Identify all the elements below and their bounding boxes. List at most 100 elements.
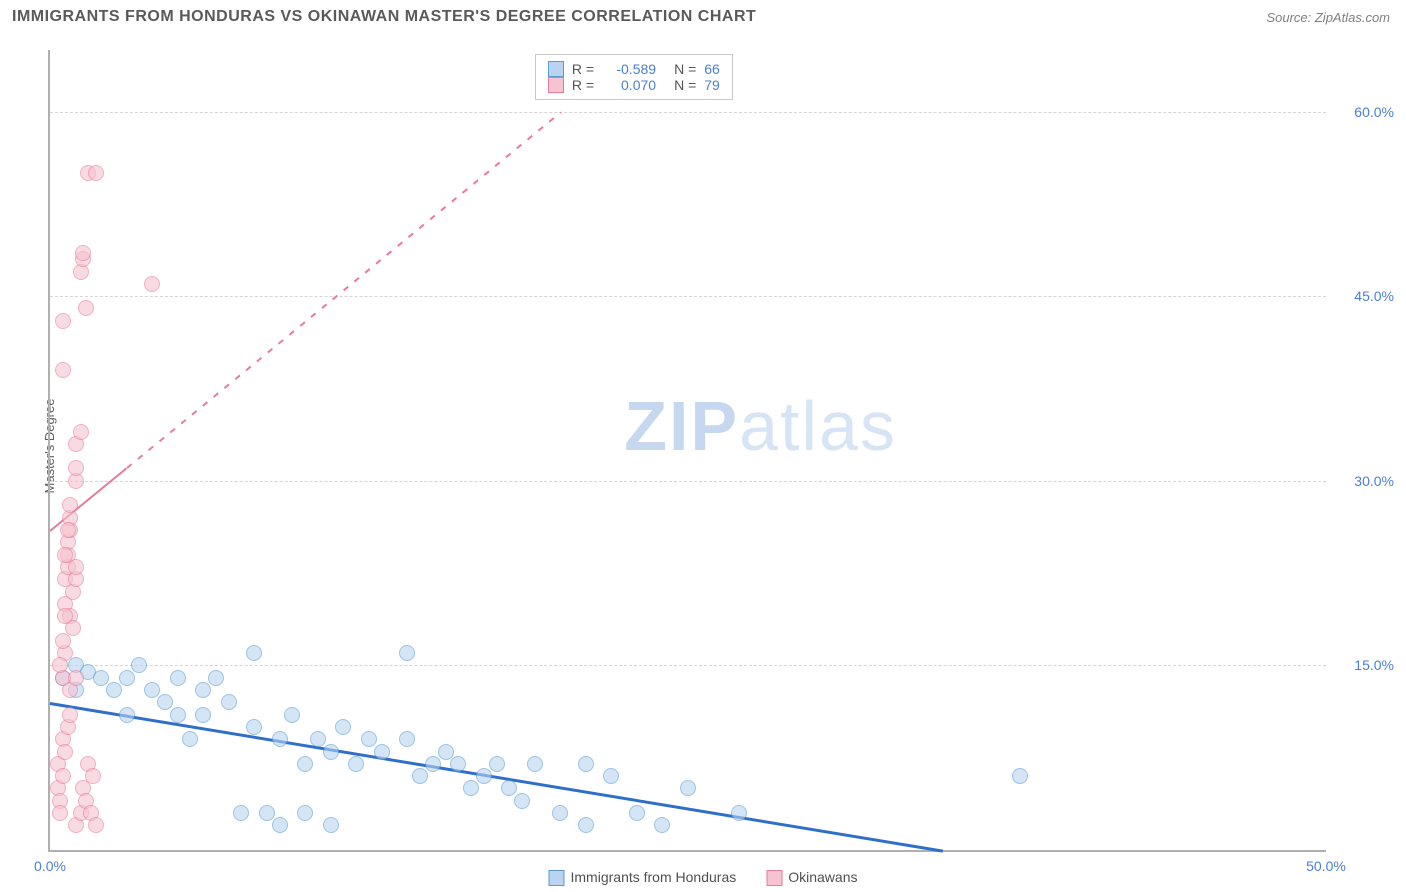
r-value: -0.589 <box>602 61 656 77</box>
y-tick-label: 60.0% <box>1354 104 1394 120</box>
gridline <box>50 481 1326 482</box>
y-tick-label: 30.0% <box>1354 473 1394 489</box>
data-point <box>68 559 84 575</box>
data-point <box>78 300 94 316</box>
data-point <box>578 817 594 833</box>
n-value: 79 <box>704 77 720 93</box>
data-point <box>55 633 71 649</box>
data-point <box>246 645 262 661</box>
data-point <box>297 805 313 821</box>
data-point <box>93 670 109 686</box>
data-point <box>323 744 339 760</box>
data-point <box>438 744 454 760</box>
legend-swatch <box>766 870 782 886</box>
data-point <box>1012 768 1028 784</box>
source-attribution: Source: ZipAtlas.com <box>1266 10 1390 25</box>
data-point <box>629 805 645 821</box>
data-point <box>57 608 73 624</box>
gridline <box>50 296 1326 297</box>
data-point <box>361 731 377 747</box>
scatter-chart: ZIPatlas R =-0.589N =66R =0.070N =79 15.… <box>48 50 1326 852</box>
data-point <box>680 780 696 796</box>
legend-swatch <box>548 77 564 93</box>
data-point <box>144 682 160 698</box>
correlation-legend: R = -0.589 N = 66R = 0.070 N = 79 <box>535 54 733 100</box>
data-point <box>208 670 224 686</box>
r-value: 0.070 <box>602 77 656 93</box>
legend-swatch <box>549 870 565 886</box>
x-tick-label: 0.0% <box>34 858 66 874</box>
data-point <box>259 805 275 821</box>
data-point <box>501 780 517 796</box>
data-point <box>106 682 122 698</box>
n-value: 66 <box>704 61 720 77</box>
data-point <box>514 793 530 809</box>
data-point <box>62 497 78 513</box>
correlation-row: R = 0.070 N = 79 <box>548 77 720 93</box>
data-point <box>170 670 186 686</box>
legend-item: Okinawans <box>766 869 857 886</box>
data-point <box>335 719 351 735</box>
legend-item: Immigrants from Honduras <box>549 869 737 886</box>
legend-swatch <box>548 61 564 77</box>
data-point <box>88 817 104 833</box>
data-point <box>450 756 466 772</box>
data-point <box>654 817 670 833</box>
data-point <box>476 768 492 784</box>
legend-label: Okinawans <box>788 869 857 885</box>
data-point <box>68 670 84 686</box>
watermark-bold: ZIP <box>624 387 739 465</box>
data-point <box>68 460 84 476</box>
data-point <box>85 768 101 784</box>
y-tick-label: 15.0% <box>1354 657 1394 673</box>
data-point <box>348 756 364 772</box>
data-point <box>88 165 104 181</box>
x-tick-label: 50.0% <box>1306 858 1346 874</box>
data-point <box>131 657 147 673</box>
chart-title: IMMIGRANTS FROM HONDURAS VS OKINAWAN MAS… <box>12 8 756 26</box>
data-point <box>52 805 68 821</box>
data-point <box>57 547 73 563</box>
data-point <box>527 756 543 772</box>
data-point <box>463 780 479 796</box>
data-point <box>52 657 68 673</box>
data-point <box>182 731 198 747</box>
data-point <box>552 805 568 821</box>
n-label: N = <box>674 61 696 77</box>
data-point <box>412 768 428 784</box>
data-point <box>195 682 211 698</box>
y-tick-label: 45.0% <box>1354 288 1394 304</box>
data-point <box>425 756 441 772</box>
legend-label: Immigrants from Honduras <box>571 869 737 885</box>
data-point <box>731 805 747 821</box>
trend-line <box>126 112 561 469</box>
data-point <box>297 756 313 772</box>
data-point <box>55 768 71 784</box>
data-point <box>272 731 288 747</box>
correlation-row: R =-0.589N =66 <box>548 61 720 77</box>
data-point <box>60 522 76 538</box>
data-point <box>310 731 326 747</box>
data-point <box>399 731 415 747</box>
data-point <box>221 694 237 710</box>
data-point <box>157 694 173 710</box>
gridline <box>50 665 1326 666</box>
r-label: R = <box>572 77 594 93</box>
data-point <box>284 707 300 723</box>
data-point <box>489 756 505 772</box>
data-point <box>57 744 73 760</box>
data-point <box>246 719 262 735</box>
trend-line <box>49 467 127 531</box>
data-point <box>374 744 390 760</box>
n-label: N = <box>674 77 696 93</box>
data-point <box>272 817 288 833</box>
data-point <box>578 756 594 772</box>
data-point <box>195 707 211 723</box>
data-point <box>119 670 135 686</box>
data-point <box>144 276 160 292</box>
data-point <box>323 817 339 833</box>
data-point <box>119 707 135 723</box>
data-point <box>73 424 89 440</box>
series-legend: Immigrants from Honduras Okinawans <box>549 869 858 886</box>
data-point <box>170 707 186 723</box>
